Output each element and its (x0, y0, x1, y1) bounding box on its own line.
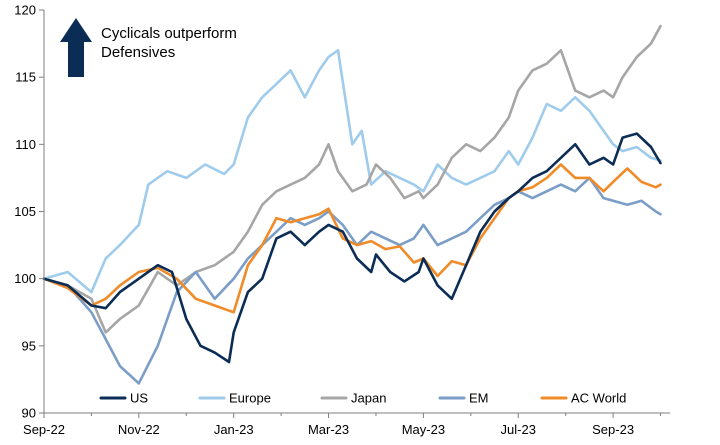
x-tick-label: Mar-23 (308, 422, 349, 437)
legend-label-europe: Europe (229, 391, 271, 406)
x-tick-label: Jul-23 (501, 422, 536, 437)
x-tick-label: May-23 (402, 422, 445, 437)
legend: US Europe Japan EM AC World (99, 391, 626, 406)
x-tick-label: Sep-23 (592, 422, 634, 437)
up-arrow-icon (60, 18, 92, 77)
x-tick-label: Jan-23 (214, 422, 254, 437)
y-tick-label: 115 (15, 70, 36, 85)
legend-label-ac-world: AC World (571, 391, 626, 406)
series-line-japan (42, 24, 662, 334)
annotation-line-2: Defensives (101, 44, 175, 61)
y-tick-label: 100 (14, 271, 36, 286)
y-tick-label: 110 (15, 137, 36, 152)
axes-layer: 90 95 100 105 110 115 120 Sep-22 Nov-22 Jan-23 Mar… (14, 3, 670, 437)
legend-label-japan: Japan (351, 391, 386, 406)
series-line-us (42, 132, 662, 364)
series-line-europe (42, 48, 662, 294)
y-tick-label: 95 (22, 338, 36, 353)
y-tick-label: 120 (14, 3, 36, 18)
legend-label-em: EM (469, 391, 489, 406)
y-tick-label: 90 (22, 406, 36, 421)
legend-label-us: US (130, 391, 148, 406)
x-tick-label: Sep-22 (23, 422, 65, 437)
series-line-ac-world (42, 163, 662, 314)
annotation: Cyclicals outperform Defensives (60, 18, 237, 77)
series-layer (42, 24, 662, 385)
annotation-line-1: Cyclicals outperform (101, 25, 237, 42)
x-tick-label: Nov-22 (118, 422, 160, 437)
y-tick-label: 105 (14, 204, 36, 219)
